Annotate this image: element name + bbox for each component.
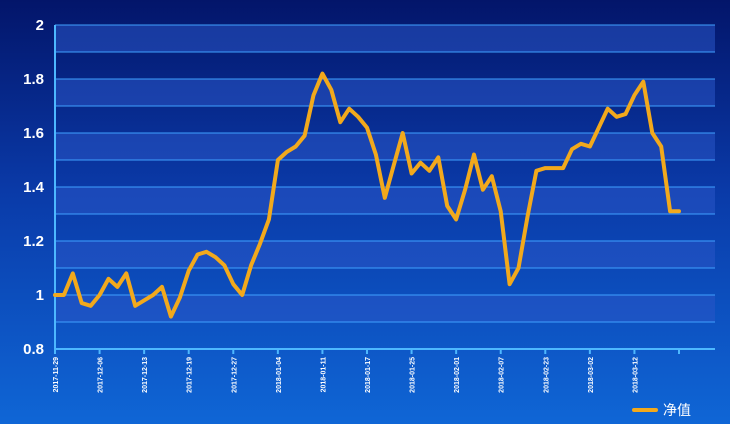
x-tick-label: 2018-01-25 (410, 357, 417, 393)
x-tick-label: 2017-12-27 (231, 357, 238, 393)
y-axis-ticks: 0.8 1 1.2 1.4 1.6 1.8 2 (23, 17, 45, 358)
x-tick-label: 2017-12-13 (142, 357, 149, 393)
y-tick-label: 1.6 (23, 125, 44, 142)
plot-bands (55, 25, 715, 322)
x-tick-label: 2018-01-04 (276, 357, 283, 393)
x-tick-label: 2017-12-06 (98, 357, 105, 393)
x-tick-label: 2018-02-23 (543, 357, 550, 393)
y-tick-label: 1 (36, 287, 44, 304)
plot-band (55, 79, 715, 106)
plot-band (55, 295, 715, 322)
x-tick-label: 2018-02-07 (499, 357, 506, 393)
x-tick-label: 2017-12-19 (187, 357, 194, 393)
legend-label: 净值 (663, 403, 691, 419)
plot-band (55, 133, 715, 160)
x-tick-label: 2018-01-17 (365, 357, 372, 393)
x-tick-label: 2018-03-12 (632, 357, 639, 393)
x-tick-label: 2018-01-11 (320, 357, 327, 393)
x-tick-label: 2017-11-29 (53, 357, 60, 393)
x-tick-label: 2018-02-01 (454, 357, 461, 393)
series-line-net-value (53, 71, 681, 319)
legend: 净值 (632, 403, 691, 419)
y-tick-label: 1.4 (23, 179, 45, 196)
y-tick-label: 1.8 (23, 71, 44, 88)
y-tick-label: 1.2 (23, 233, 44, 250)
y-tick-label: 2 (36, 17, 44, 34)
x-tick-label: 2018-03-02 (588, 357, 595, 393)
x-axis-ticks: 2017-11-29 2017-12-06 2017-12-13 2017-12-19… (53, 349, 680, 393)
plot-band (55, 25, 715, 52)
series-layer (53, 71, 681, 319)
plot-band (55, 241, 715, 268)
y-tick-label: 0.8 (23, 341, 44, 358)
